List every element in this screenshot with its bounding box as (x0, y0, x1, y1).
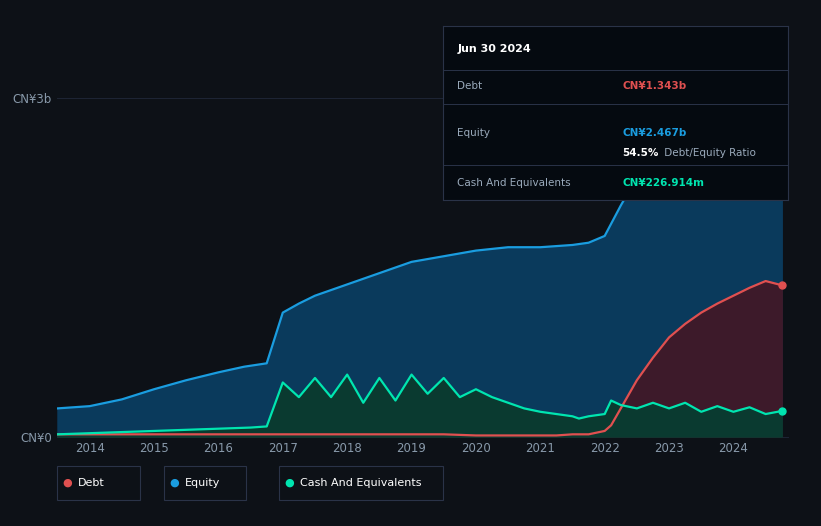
Text: CN¥226.914m: CN¥226.914m (622, 177, 704, 188)
Text: Jun 30 2024: Jun 30 2024 (457, 44, 531, 54)
Text: Cash And Equivalents: Cash And Equivalents (457, 177, 571, 188)
Text: Equity: Equity (185, 478, 220, 488)
Text: Debt/Equity Ratio: Debt/Equity Ratio (661, 148, 755, 158)
Text: ●: ● (62, 478, 72, 488)
Text: ●: ● (284, 478, 294, 488)
Text: Debt: Debt (78, 478, 105, 488)
Text: CN¥1.343b: CN¥1.343b (622, 81, 687, 91)
Text: 54.5%: 54.5% (622, 148, 659, 158)
Text: CN¥2.467b: CN¥2.467b (622, 128, 687, 138)
Text: Cash And Equivalents: Cash And Equivalents (300, 478, 421, 488)
Text: Debt: Debt (457, 81, 482, 91)
Text: ●: ● (169, 478, 179, 488)
Text: Equity: Equity (457, 128, 490, 138)
